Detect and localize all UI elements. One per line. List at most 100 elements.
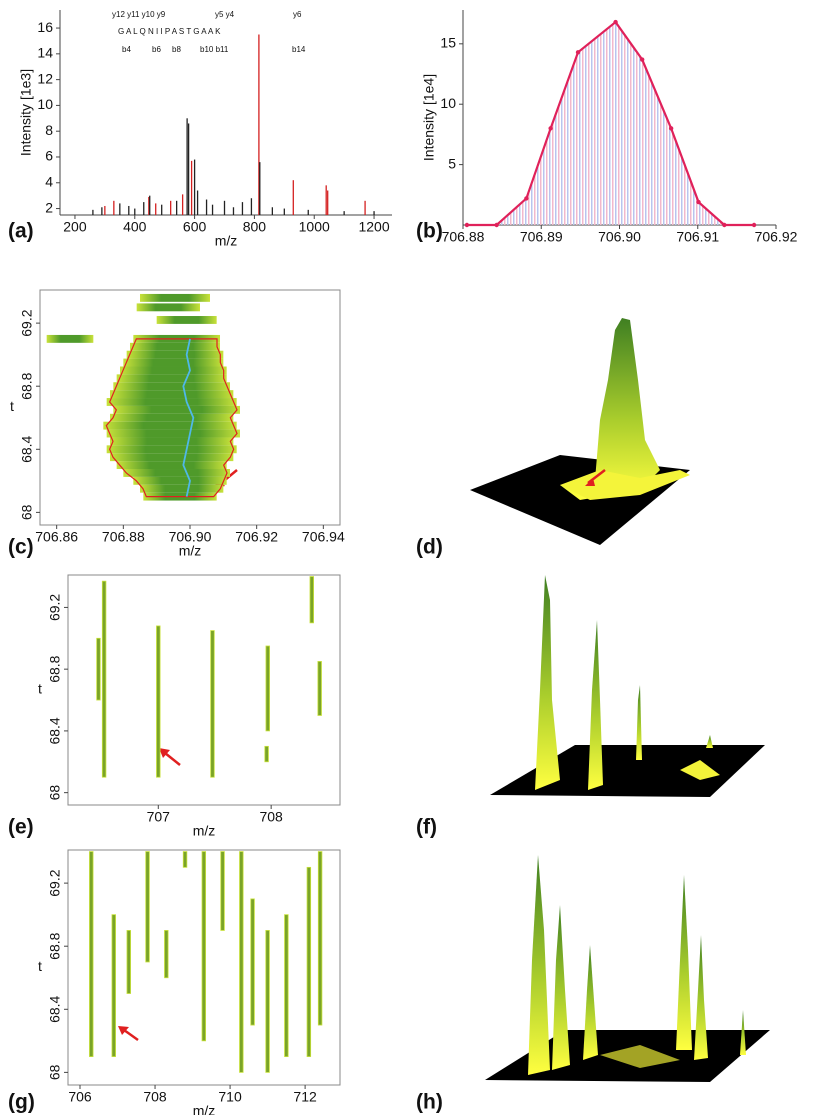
streak bbox=[309, 576, 314, 624]
streak bbox=[156, 625, 161, 778]
intensity-row bbox=[133, 476, 227, 485]
x-tick-label: 706.88 bbox=[102, 529, 145, 545]
x-tick-label: 706.92 bbox=[235, 529, 278, 545]
point bbox=[668, 126, 674, 131]
x-tick-label: 706 bbox=[68, 1089, 92, 1105]
point bbox=[524, 196, 529, 201]
y-axis-label: t bbox=[10, 398, 14, 414]
intensity-row bbox=[110, 413, 234, 422]
point bbox=[751, 222, 757, 228]
x-tick-label: 706.89 bbox=[520, 229, 563, 245]
y-tick-label: 12 bbox=[37, 70, 53, 86]
x-tick-label: 706.94 bbox=[302, 529, 345, 545]
x-tick-label: 706.86 bbox=[35, 529, 78, 545]
annotation: y5 y4 bbox=[215, 10, 235, 19]
annotation: b4 bbox=[122, 45, 131, 54]
streak bbox=[306, 866, 312, 1058]
panel-label: (a) bbox=[8, 220, 34, 243]
intensity-row bbox=[130, 342, 220, 351]
streak bbox=[284, 914, 289, 1058]
point bbox=[696, 199, 701, 205]
intensity-row bbox=[126, 350, 224, 359]
streak bbox=[126, 930, 131, 994]
streak bbox=[239, 851, 244, 1073]
intensity-row bbox=[140, 484, 224, 493]
area bbox=[466, 22, 755, 226]
intensity-row bbox=[116, 461, 227, 470]
annotation: b6 bbox=[152, 45, 161, 54]
x-tick-label: 712 bbox=[293, 1089, 317, 1105]
panel-label: (c) bbox=[8, 536, 34, 559]
intensity-row bbox=[123, 469, 230, 477]
y-tick-label: 2 bbox=[45, 199, 53, 215]
intensity-row bbox=[113, 405, 240, 414]
intensity-row bbox=[110, 453, 234, 462]
y-tick-label: 5 bbox=[448, 155, 456, 171]
x-tick-label: 706.90 bbox=[598, 229, 641, 245]
y-tick-label: 68.4 bbox=[47, 995, 63, 1022]
y-tick-label: 8 bbox=[45, 122, 53, 138]
point bbox=[464, 222, 470, 228]
streak bbox=[145, 851, 150, 963]
streak bbox=[201, 851, 207, 1042]
y-tick-label: 68.8 bbox=[47, 655, 63, 682]
streak bbox=[96, 637, 101, 701]
intensity-row bbox=[156, 316, 217, 324]
x-tick-label: 1000 bbox=[299, 219, 330, 235]
y-tick-label: 69.2 bbox=[19, 309, 35, 336]
streak bbox=[182, 851, 188, 868]
x-tick-label: 708 bbox=[259, 809, 283, 825]
streak bbox=[101, 580, 107, 778]
x-tick-label: 400 bbox=[123, 219, 147, 235]
x-axis-label: m/z bbox=[193, 1103, 216, 1115]
y-axis-label: t bbox=[38, 958, 42, 974]
plot-frame bbox=[67, 574, 341, 806]
streak bbox=[89, 851, 94, 1058]
y-tick-label: 68 bbox=[47, 1064, 63, 1080]
streak bbox=[210, 630, 215, 778]
point bbox=[722, 222, 727, 228]
intensity-row bbox=[106, 445, 237, 454]
y-tick-label: 15 bbox=[440, 35, 456, 51]
intensity-row bbox=[46, 334, 94, 343]
x-tick-label: 706.88 bbox=[442, 229, 485, 245]
intensity-row bbox=[110, 437, 234, 446]
y-tick-label: 68.8 bbox=[19, 372, 35, 399]
y-tick-label: 10 bbox=[440, 95, 456, 111]
annotation: b14 bbox=[292, 45, 306, 54]
panel-label: (h) bbox=[416, 1091, 443, 1114]
x-tick-label: 1200 bbox=[358, 219, 389, 235]
intensity-row bbox=[116, 374, 227, 383]
x-axis-label: m/z bbox=[193, 823, 216, 839]
annotation: y6 bbox=[293, 10, 302, 19]
intensity-row bbox=[136, 303, 200, 312]
streak bbox=[164, 930, 169, 979]
y-tick-label: 69.2 bbox=[47, 869, 63, 896]
point bbox=[548, 126, 553, 131]
panel-label: (d) bbox=[416, 536, 443, 559]
intensity-row bbox=[120, 366, 227, 375]
x-axis-label: m/z bbox=[179, 543, 202, 559]
region-outline bbox=[105, 338, 238, 498]
intensity-row bbox=[103, 421, 237, 430]
x-tick-label: 706.91 bbox=[676, 229, 719, 245]
intensity-row bbox=[106, 429, 241, 438]
y-axis-label: Intensity [1e4] bbox=[421, 74, 437, 161]
x-tick-label: 707 bbox=[147, 809, 171, 825]
x-tick-label: 600 bbox=[183, 219, 207, 235]
x-tick-label: 708 bbox=[143, 1089, 167, 1105]
panel-label: (b) bbox=[416, 220, 443, 243]
streak bbox=[250, 898, 255, 1026]
ridge-line bbox=[182, 338, 195, 497]
y-tick-label: 68.8 bbox=[47, 932, 63, 959]
streak bbox=[317, 661, 322, 716]
x-axis-label: m/z bbox=[215, 233, 238, 249]
x-tick-label: 200 bbox=[63, 219, 87, 235]
streak bbox=[265, 645, 270, 732]
intensity-row bbox=[123, 358, 224, 367]
streak bbox=[111, 914, 116, 1058]
point bbox=[494, 222, 499, 228]
y-axis-label: Intensity [1e3] bbox=[18, 69, 34, 156]
x-tick-label: 706.92 bbox=[755, 229, 798, 245]
